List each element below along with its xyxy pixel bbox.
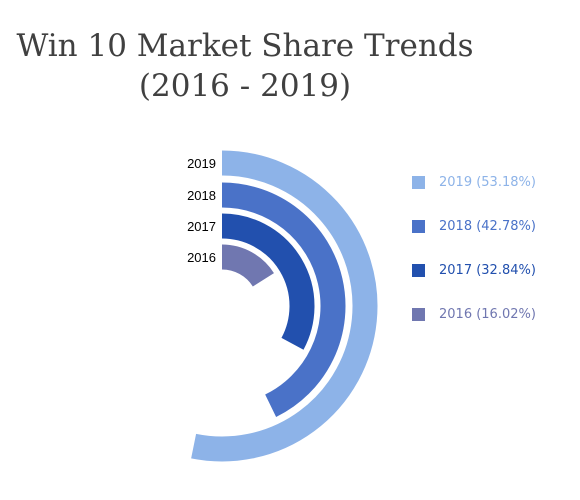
chart-title-line-1: Win 10 Market Share Trends	[16, 28, 474, 64]
legend-item-2016: 2016 (16.02%)	[412, 292, 580, 336]
legend-item-2019: 2019 (53.18%)	[412, 160, 580, 204]
legend-label-2016: 2016 (16.02%)	[439, 306, 536, 322]
legend-item-2017: 2017 (32.84%)	[412, 248, 580, 292]
legend-swatch-2019	[412, 175, 425, 189]
legend-swatch-2018	[412, 219, 425, 233]
ring-bar-2019	[191, 150, 378, 462]
legend-label-2018: 2018 (42.78%)	[439, 218, 536, 234]
ring-label-2016: 2016	[187, 250, 216, 265]
ring-label-2017: 2017	[187, 219, 216, 234]
legend-label-2019: 2019 (53.18%)	[439, 174, 536, 190]
ring-bar-2018	[221, 182, 346, 418]
ring-bar-2017	[221, 213, 315, 350]
chart-title-line-2: (2016 - 2019)	[138, 68, 352, 104]
legend-label-2017: 2017 (32.84%)	[439, 262, 536, 278]
ring-bar-2016	[221, 244, 274, 288]
legend-swatch-2017	[412, 263, 425, 277]
ring-label-2018: 2018	[187, 188, 216, 203]
ring-label-2019: 2019	[187, 156, 216, 171]
legend-swatch-2016	[412, 307, 425, 321]
chart-title: Win 10 Market Share Trends (2016 - 2019)	[0, 26, 490, 106]
chart-legend: 2019 (53.18%) 2018 (42.78%) 2017 (32.84%) 2…	[412, 160, 580, 336]
legend-item-2018: 2018 (42.78%)	[412, 204, 580, 248]
